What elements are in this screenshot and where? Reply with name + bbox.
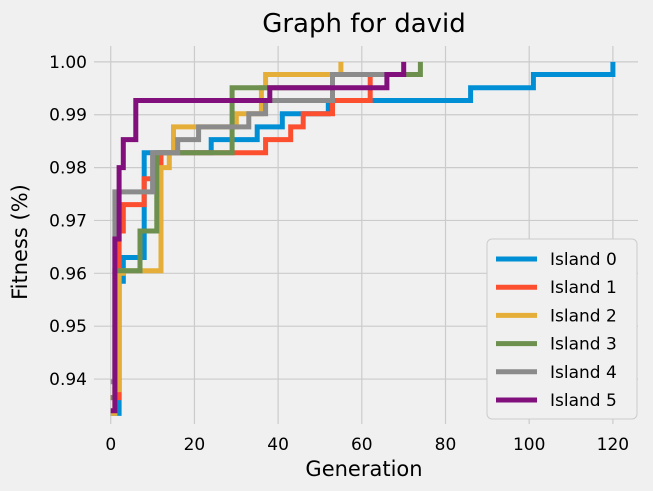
legend-label: Island 4 [550,363,617,383]
legend-label: Island 3 [550,335,617,355]
x-tick-label: 80 [435,435,457,455]
series-line-island-5 [110,61,407,414]
y-axis-label: Fitness (%) [8,184,32,300]
legend-label: Island 1 [550,278,617,298]
legend: Island 0 Island 1 Island 2 Island 3 Island 4… [486,238,638,420]
y-tick-label: 0.98 [49,159,87,179]
series-line-island-1 [110,74,373,401]
x-tick-label: 20 [184,435,206,455]
x-tick-label: 40 [267,435,289,455]
x-tick-label: 60 [351,435,373,455]
legend-label: Island 5 [550,391,617,411]
legend-label: Island 2 [550,306,617,326]
series-lines [110,61,616,416]
y-tick-label: 0.95 [49,317,87,337]
series-line-island-4 [110,72,404,385]
chart-title: Graph for david [262,9,466,39]
x-tick-label: 120 [597,435,629,455]
legend-label: Island 0 [550,250,617,270]
x-tick-label: 0 [105,435,116,455]
y-tick-label: 0.99 [49,106,87,126]
y-tick-label: 0.97 [49,211,87,231]
y-tick-label: 0.94 [49,370,87,390]
y-tick-label: 0.96 [49,264,87,284]
y-tick-label: 1.00 [49,53,87,73]
x-tick-label: 100 [513,435,545,455]
x-tick-labels: 0 20 40 60 80 100 120 [105,435,629,455]
y-tick-labels: 0.94 0.95 0.96 0.97 0.98 0.99 1.00 [49,53,87,390]
x-axis-label: Generation [305,457,422,481]
